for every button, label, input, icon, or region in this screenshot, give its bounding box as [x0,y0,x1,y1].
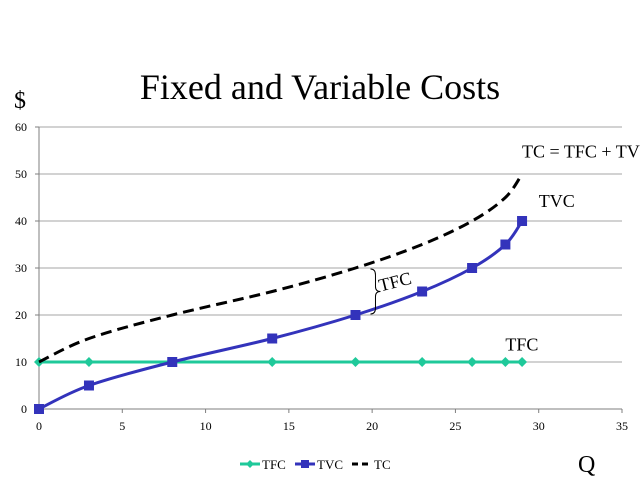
point-tfc [467,357,478,367]
x-tick-label: 15 [283,419,295,433]
series-tc-line [38,173,524,364]
point-tfc [350,357,361,367]
point-tvc [350,310,361,320]
point-tfc [500,357,511,367]
chart-title: Fixed and Variable Costs [140,67,500,107]
tfc-bracket [370,268,381,315]
annotation-2: TFC [505,334,538,354]
series-tfc [34,357,528,367]
x-tick-label: 10 [200,419,212,433]
series-tvc [34,216,528,414]
series-tvc-line [38,220,524,411]
point-tvc [34,404,44,414]
legend-marker-tvc [301,460,309,468]
point-tvc [417,286,428,297]
x-tick-label: 35 [616,419,628,433]
y-tick-label: 10 [15,355,27,369]
legend-marker-tfc [246,460,254,468]
annotation-0: TC = TFC + TVC [522,142,640,162]
point-tfc [417,357,428,367]
x-tick-label: 25 [449,419,461,433]
point-tvc [467,263,478,273]
y-tick-label: 40 [15,214,27,228]
legend-item-tfc: TFC [240,457,286,472]
series-tc [38,173,524,364]
legend-item-tc: TC [352,457,391,472]
legend-item-tvc: TVC [295,457,343,472]
point-tfc [83,357,94,367]
x-tick-label: 0 [36,419,42,433]
legend: TFC TVC TC [240,457,391,472]
legend-label-tvc: TVC [317,457,343,472]
point-tvc [167,357,178,367]
point-tfc [517,357,528,367]
y-tick-label: 60 [15,120,27,134]
point-tvc [500,239,511,250]
point-tvc [517,216,528,226]
legend-label-tc: TC [374,457,391,472]
point-tvc [267,333,278,344]
y-tick-label: 30 [15,261,27,275]
point-tvc [83,380,94,391]
y-tick-label: 0 [21,402,27,416]
x-tick-label: 20 [366,419,378,433]
point-tfc [267,357,278,367]
x-axis-label: Q [578,452,595,478]
y-axis-label: $ [14,88,26,114]
y-tick-label: 20 [15,308,27,322]
legend-label-tfc: TFC [262,457,286,472]
annotation-1: TVC [539,191,575,211]
series-group [34,173,528,414]
x-tick-label: 30 [533,419,545,433]
y-tick-label: 50 [15,167,27,181]
tick-labels: 0 5 10 15 20 25 30 35 0 10 20 30 40 50 60 [15,120,628,433]
x-tick-label: 5 [119,419,125,433]
annotation-tfc-gap: TFC [377,268,414,295]
